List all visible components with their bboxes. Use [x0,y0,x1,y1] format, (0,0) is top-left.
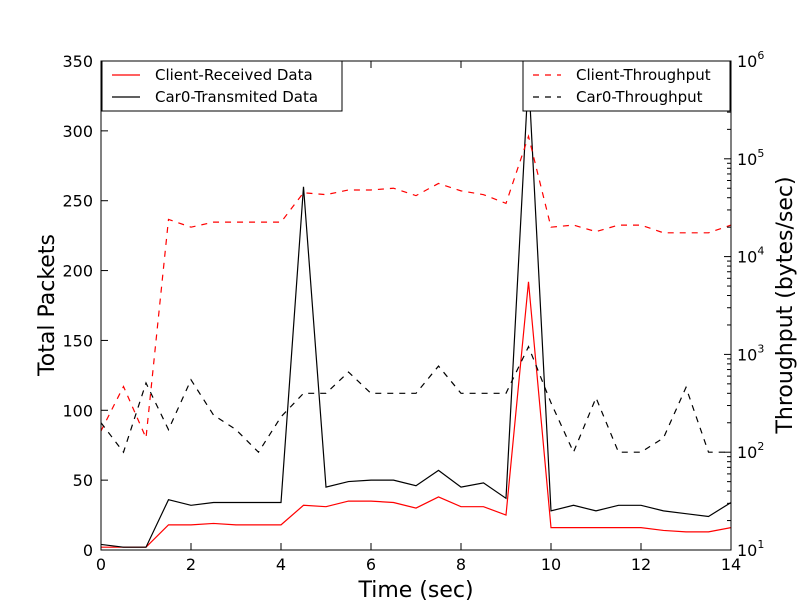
y-tick-label: 50 [73,471,93,490]
y2-tick-label: 104 [737,245,764,267]
y2-tick-label: 106 [737,49,764,71]
y-tick-label: 150 [62,331,93,350]
legend-left-label-client-received: Client-Received Data [155,66,313,84]
x-tick-label: 14 [721,555,741,574]
legend-right: Client-Throughput Car0-Throughput [522,60,731,112]
y-tick-label: 0 [83,541,93,560]
ticks-layer: 0 2 4 6 8 10 12 14 0 50 100 150 200 250 300 350 101 102 10… [62,49,764,574]
series-line-car0-throughput [101,345,731,454]
legend-left-label-car0-transmitted: Car0-Transmited Data [155,88,318,106]
series-line-car0-transmited-data [101,74,731,548]
y2-axis-label: Throughput (bytes/sec) [773,176,798,434]
x-tick-label: 6 [366,555,376,574]
y-tick-label: 350 [62,52,93,71]
x-tick-label: 10 [541,555,561,574]
legend-right-label-car0-throughput: Car0-Throughput [576,88,703,106]
plot-frame [100,60,732,551]
legend-right-box [522,60,731,112]
legend-left-box [101,60,343,112]
y-tick-label: 100 [62,401,93,420]
y2-tick-label: 102 [737,440,764,462]
x-tick-label: 8 [456,555,466,574]
y-tick-label: 200 [62,262,93,281]
series-layer [101,74,731,548]
y2-tick-label: 101 [737,538,764,560]
y2-tick-label: 103 [737,342,764,364]
series-line-client-received-data [101,281,731,548]
y-tick-label: 300 [62,122,93,141]
legend-left: Client-Received Data Car0-Transmited Dat… [101,60,343,112]
legend-right-label-client-throughput: Client-Throughput [576,66,711,84]
x-axis-label: Time (sec) [357,578,473,603]
y-axis-label: Total Packets [35,234,60,377]
x-tick-label: 2 [186,555,196,574]
x-tick-label: 0 [96,555,106,574]
y2-tick-label: 105 [737,147,764,169]
y-tick-label: 250 [62,192,93,211]
series-line-client-throughput [101,134,731,441]
x-tick-label: 12 [631,555,651,574]
x-tick-label: 4 [276,555,286,574]
series-group [101,74,731,548]
